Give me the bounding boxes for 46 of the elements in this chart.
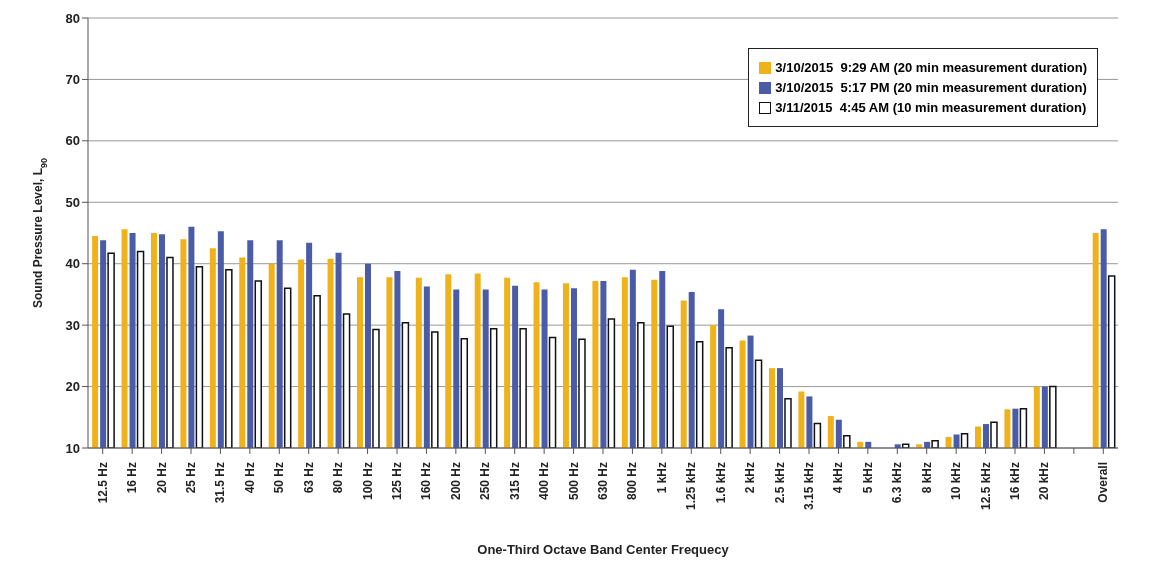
x-tick-label: 250 Hz: [478, 462, 493, 501]
x-tick-label: 630 Hz: [596, 462, 610, 501]
legend-label: 3/11/2015 4:45 AM (10 min measurement duration): [775, 100, 1087, 115]
x-tick-label: 25 Hz: [184, 462, 198, 494]
x-tick-label: 1.25 kHz: [684, 462, 699, 511]
y-tick-label: 60: [65, 133, 80, 149]
y-tick-label: 10: [65, 440, 80, 456]
x-tick-label: 20 Hz: [154, 462, 169, 494]
x-tick-label: 31.5 Hz: [213, 462, 228, 504]
y-tick-label: 30: [65, 317, 80, 333]
x-tick-label: Overall: [1096, 462, 1111, 503]
x-tick-label: 10 kHz: [949, 462, 964, 501]
x-tick-label: 200 Hz: [448, 462, 463, 501]
x-tick-label: 4 kHz: [831, 462, 846, 494]
y-tick-label: 40: [65, 256, 80, 272]
x-tick-label: 12.5 kHz: [978, 462, 993, 511]
x-tick-label: 50 Hz: [272, 462, 287, 494]
legend-label: 3/10/2015 5:17 PM (20 min measurement duration): [775, 80, 1087, 95]
x-tick-label: 40 Hz: [242, 462, 257, 494]
x-tick-label: 800 Hz: [625, 462, 640, 501]
x-tick-label: 20 kHz: [1037, 462, 1052, 501]
x-axis-title: One-Third Octave Band Center Frequecy: [477, 542, 730, 557]
x-tick-label: 3.15 kHz: [802, 462, 816, 511]
x-tick-label: 100 Hz: [360, 462, 375, 501]
x-tick-label: 500 Hz: [566, 462, 581, 501]
x-tick-label: 400 Hz: [537, 462, 552, 501]
x-tick-label: 5 kHz: [860, 462, 875, 494]
legend-label: 3/10/2015 9:29 AM (20 min measurement duration): [775, 60, 1087, 75]
x-tick-label: 1.6 kHz: [713, 462, 728, 504]
y-tick-label: 50: [65, 194, 80, 210]
x-tick-label: 16 kHz: [1008, 462, 1022, 501]
y-tick-label: 70: [65, 72, 80, 88]
x-tick-label: 125 Hz: [390, 462, 404, 501]
x-tick-label: 12.5 Hz: [95, 462, 110, 504]
y-tick-label: 20: [65, 379, 80, 395]
x-tick-label: 6.3 kHz: [890, 462, 905, 504]
x-tick-label: 63 Hz: [301, 462, 316, 494]
y-tick-label: 80: [65, 10, 80, 26]
x-tick-label: 315 Hz: [507, 462, 522, 501]
x-tick-label: 160 Hz: [419, 462, 434, 501]
x-tick-label: 80 Hz: [331, 462, 346, 494]
x-tick-label: 1 kHz: [654, 462, 669, 494]
x-tick-label: 2.5 kHz: [772, 462, 787, 504]
x-tick-label: 2 kHz: [743, 462, 758, 494]
x-tick-label: 16 Hz: [125, 462, 140, 494]
x-tick-label: 8 kHz: [919, 462, 934, 494]
